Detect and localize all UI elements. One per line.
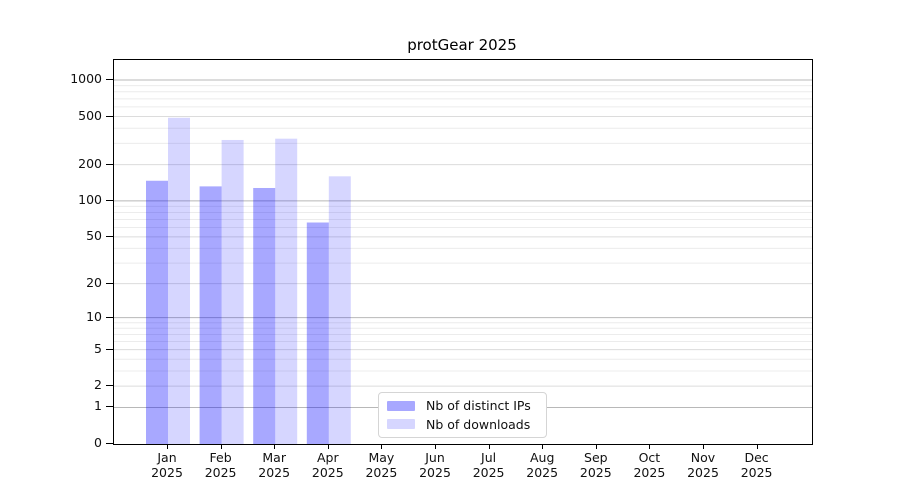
x-tick-label-apr: Apr 2025 (311, 450, 344, 480)
y-tick-label-500: 500 (78, 107, 102, 123)
y-tick-mark (106, 235, 113, 237)
legend: Nb of distinct IPs Nb of downloads (378, 392, 547, 438)
y-tick-mark (106, 348, 113, 350)
y-tick-mark (106, 115, 113, 117)
x-tick-label-jul: Jul 2025 (472, 450, 505, 480)
y-tick-label-1000: 1000 (70, 71, 102, 87)
y-tick-mark (106, 79, 113, 81)
x-tick-label-mar: Mar 2025 (258, 450, 291, 480)
bar-apr-downloads (328, 176, 351, 444)
y-tick-label-1: 1 (94, 398, 102, 414)
y-tick-label-100: 100 (78, 191, 102, 207)
y-tick-mark (106, 385, 113, 387)
chart-title: protGear 2025 (407, 36, 517, 54)
y-tick-label-5: 5 (94, 340, 102, 356)
y-tick-label-200: 200 (78, 155, 102, 171)
bar-feb-downloads (221, 139, 244, 444)
x-tick-label-oct: Oct 2025 (633, 450, 666, 480)
x-tick-label-may: May 2025 (365, 450, 398, 480)
bar-jan-downloads (168, 117, 190, 444)
bar-mar-distinct-ips (253, 187, 276, 444)
y-tick-label-10: 10 (86, 308, 102, 324)
y-tick-label-2: 2 (94, 377, 102, 393)
legend-swatch-distinct-ips (387, 400, 415, 411)
bar-jan-distinct-ips (146, 180, 168, 444)
bars-and-gridlines (114, 79, 812, 444)
legend-item-downloads: Nb of downloads (387, 417, 540, 432)
legend-swatch-downloads (387, 419, 415, 430)
y-tick-label-20: 20 (86, 274, 102, 290)
bar-feb-distinct-ips (199, 186, 222, 444)
y-tick-mark (106, 406, 113, 408)
legend-label-distinct-ips: Nb of distinct IPs (426, 398, 531, 414)
plot-area (113, 59, 813, 445)
y-tick-label-50: 50 (86, 227, 102, 243)
x-tick-label-aug: Aug 2025 (526, 450, 559, 480)
x-tick-label-sep: Sep 2025 (579, 450, 612, 480)
y-tick-mark (106, 443, 113, 444)
y-tick-mark (106, 163, 113, 165)
x-tick-label-dec: Dec 2025 (740, 450, 773, 480)
y-tick-mark (106, 316, 113, 318)
legend-label-downloads: Nb of downloads (426, 416, 531, 432)
x-tick-label-jun: Jun 2025 (419, 450, 451, 480)
x-tick-label-feb: Feb 2025 (204, 450, 237, 480)
y-tick-mark (106, 199, 113, 201)
legend-item-distinct-ips: Nb of distinct IPs (387, 398, 540, 413)
x-tick-label-jan: Jan 2025 (151, 450, 183, 480)
bar-mar-downloads (275, 138, 298, 444)
bar-apr-distinct-ips (306, 222, 329, 444)
x-tick-label-nov: Nov 2025 (687, 450, 719, 480)
y-tick-mark (106, 282, 113, 284)
y-tick-label-0: 0 (94, 435, 102, 450)
